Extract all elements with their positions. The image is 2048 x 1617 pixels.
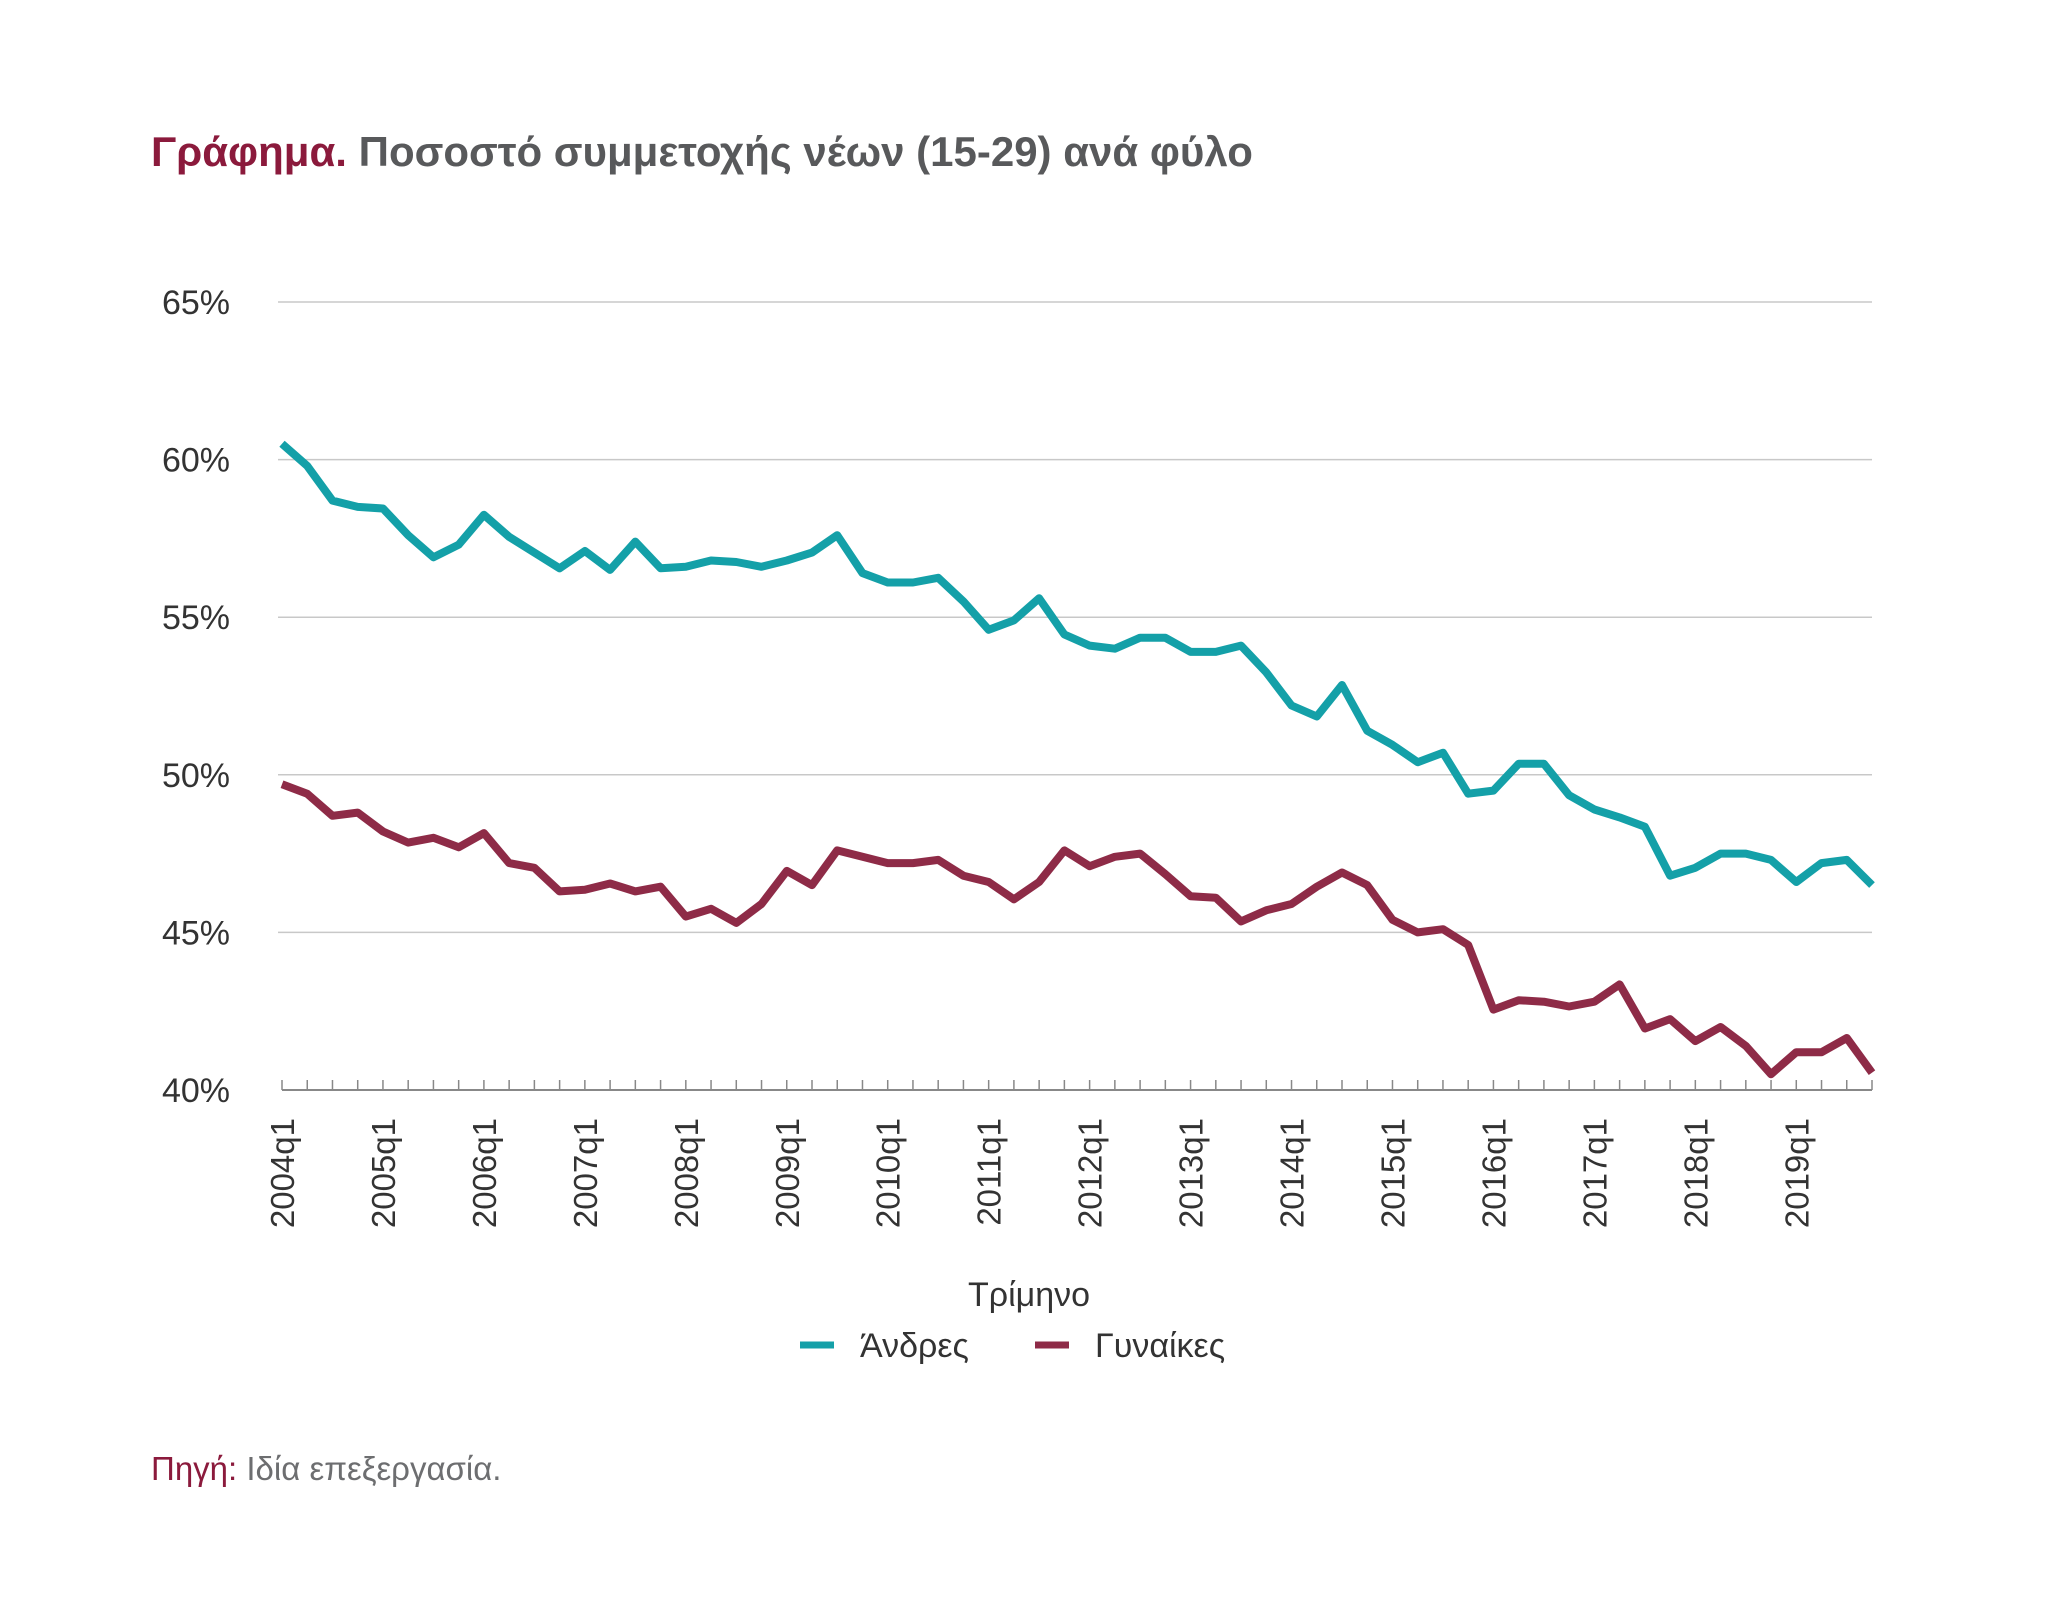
x-tick-label: 2004q1 (264, 1118, 301, 1228)
y-tick-label: 45% (162, 914, 230, 952)
x-tick-label: 2018q1 (1677, 1118, 1714, 1228)
x-tick-label: 2011q1 (971, 1118, 1008, 1226)
source-text: Ιδία επεξεργασία. (246, 1450, 502, 1487)
x-tick-label: 2015q1 (1374, 1118, 1411, 1228)
x-tick-label: 2012q1 (1072, 1118, 1109, 1228)
legend-label: Άνδρες (860, 1327, 969, 1365)
x-tick-label: 2008q1 (668, 1118, 705, 1228)
chart-title: Γράφημα. Ποσοστό συμμετοχής νέων (15-29)… (151, 128, 1253, 176)
x-tick-label: 2010q1 (870, 1118, 907, 1228)
y-tick-label: 60% (162, 442, 230, 480)
x-axis-title: Τρίμηνο (968, 1276, 1090, 1314)
source-note: Πηγή: Ιδία επεξεργασία. (151, 1450, 501, 1488)
legend-label: Γυναίκες (1095, 1327, 1225, 1365)
x-tick-label: 2017q1 (1576, 1118, 1613, 1228)
x-tick-label: 2019q1 (1778, 1118, 1815, 1228)
source-lead: Πηγή: (151, 1450, 238, 1487)
x-tick-label: 2009q1 (769, 1118, 806, 1228)
x-tick-label: 2006q1 (466, 1118, 503, 1228)
y-tick-label: 50% (162, 757, 230, 795)
title-lead: Γράφημα. (151, 128, 347, 175)
title-text: Ποσοστό συμμετοχής νέων (15-29) ανά φύλο (358, 128, 1253, 175)
x-tick-label: 2016q1 (1475, 1118, 1512, 1228)
series-line-men (279, 440, 1875, 888)
x-tick-label: 2013q1 (1173, 1118, 1210, 1228)
x-tick-label: 2014q1 (1274, 1118, 1311, 1228)
y-tick-label: 65% (162, 284, 230, 322)
y-tick-label: 55% (162, 599, 230, 637)
x-tick-label: 2005q1 (365, 1118, 402, 1228)
y-tick-label: 40% (162, 1072, 230, 1110)
series-line-women (280, 780, 1876, 1079)
x-tick-label: 2007q1 (567, 1118, 604, 1228)
